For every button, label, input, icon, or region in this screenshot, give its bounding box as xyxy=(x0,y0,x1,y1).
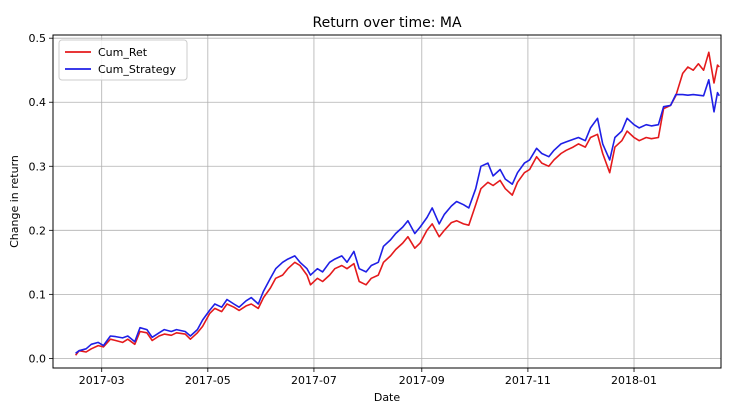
x-tick-label: 2017-03 xyxy=(79,374,125,387)
ticks: 2017-03 2017-05 2017-07 2017-09 2017-11 2018-… xyxy=(29,32,658,387)
legend-label-cum-strategy: Cum_Strategy xyxy=(98,63,176,76)
legend-box xyxy=(58,39,188,81)
plot-frame xyxy=(52,34,722,369)
grid xyxy=(53,35,721,368)
series-line-cum-ret xyxy=(74,51,720,356)
y-tick-label: 0.1 xyxy=(29,288,47,301)
x-tick-label: 2018-01 xyxy=(611,374,657,387)
legend: Cum_Ret Cum_Strategy xyxy=(58,39,188,81)
series-group xyxy=(74,51,720,356)
series-line-cum-strategy xyxy=(75,79,720,354)
x-tick-label: 2017-07 xyxy=(291,374,337,387)
y-tick-label: 0.3 xyxy=(29,160,47,173)
legend-label-cum-ret: Cum_Ret xyxy=(98,46,148,59)
chart-title: Return over time: MA xyxy=(312,15,461,31)
y-tick-label: 0.0 xyxy=(29,352,47,365)
y-axis-label: Change in return xyxy=(8,155,21,248)
y-tick-label: 0.5 xyxy=(29,32,47,45)
x-axis-label: Date xyxy=(374,391,401,404)
y-tick-label: 0.4 xyxy=(29,96,47,109)
x-tick-label: 2017-11 xyxy=(505,374,551,387)
y-tick-label: 0.2 xyxy=(29,224,47,237)
x-tick-label: 2017-09 xyxy=(399,374,445,387)
x-tick-label: 2017-05 xyxy=(185,374,231,387)
